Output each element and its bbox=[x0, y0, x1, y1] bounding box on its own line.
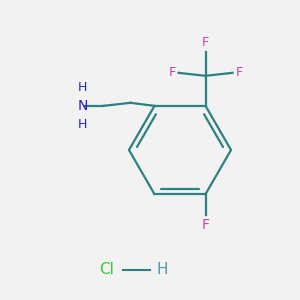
Text: H: H bbox=[78, 118, 87, 131]
Text: F: F bbox=[202, 218, 209, 232]
Text: Cl: Cl bbox=[99, 262, 114, 278]
Text: F: F bbox=[202, 36, 209, 49]
Text: H: H bbox=[156, 262, 167, 278]
Text: H: H bbox=[78, 81, 87, 94]
Text: F: F bbox=[168, 66, 175, 79]
Text: N: N bbox=[77, 99, 88, 113]
Text: F: F bbox=[236, 66, 243, 79]
